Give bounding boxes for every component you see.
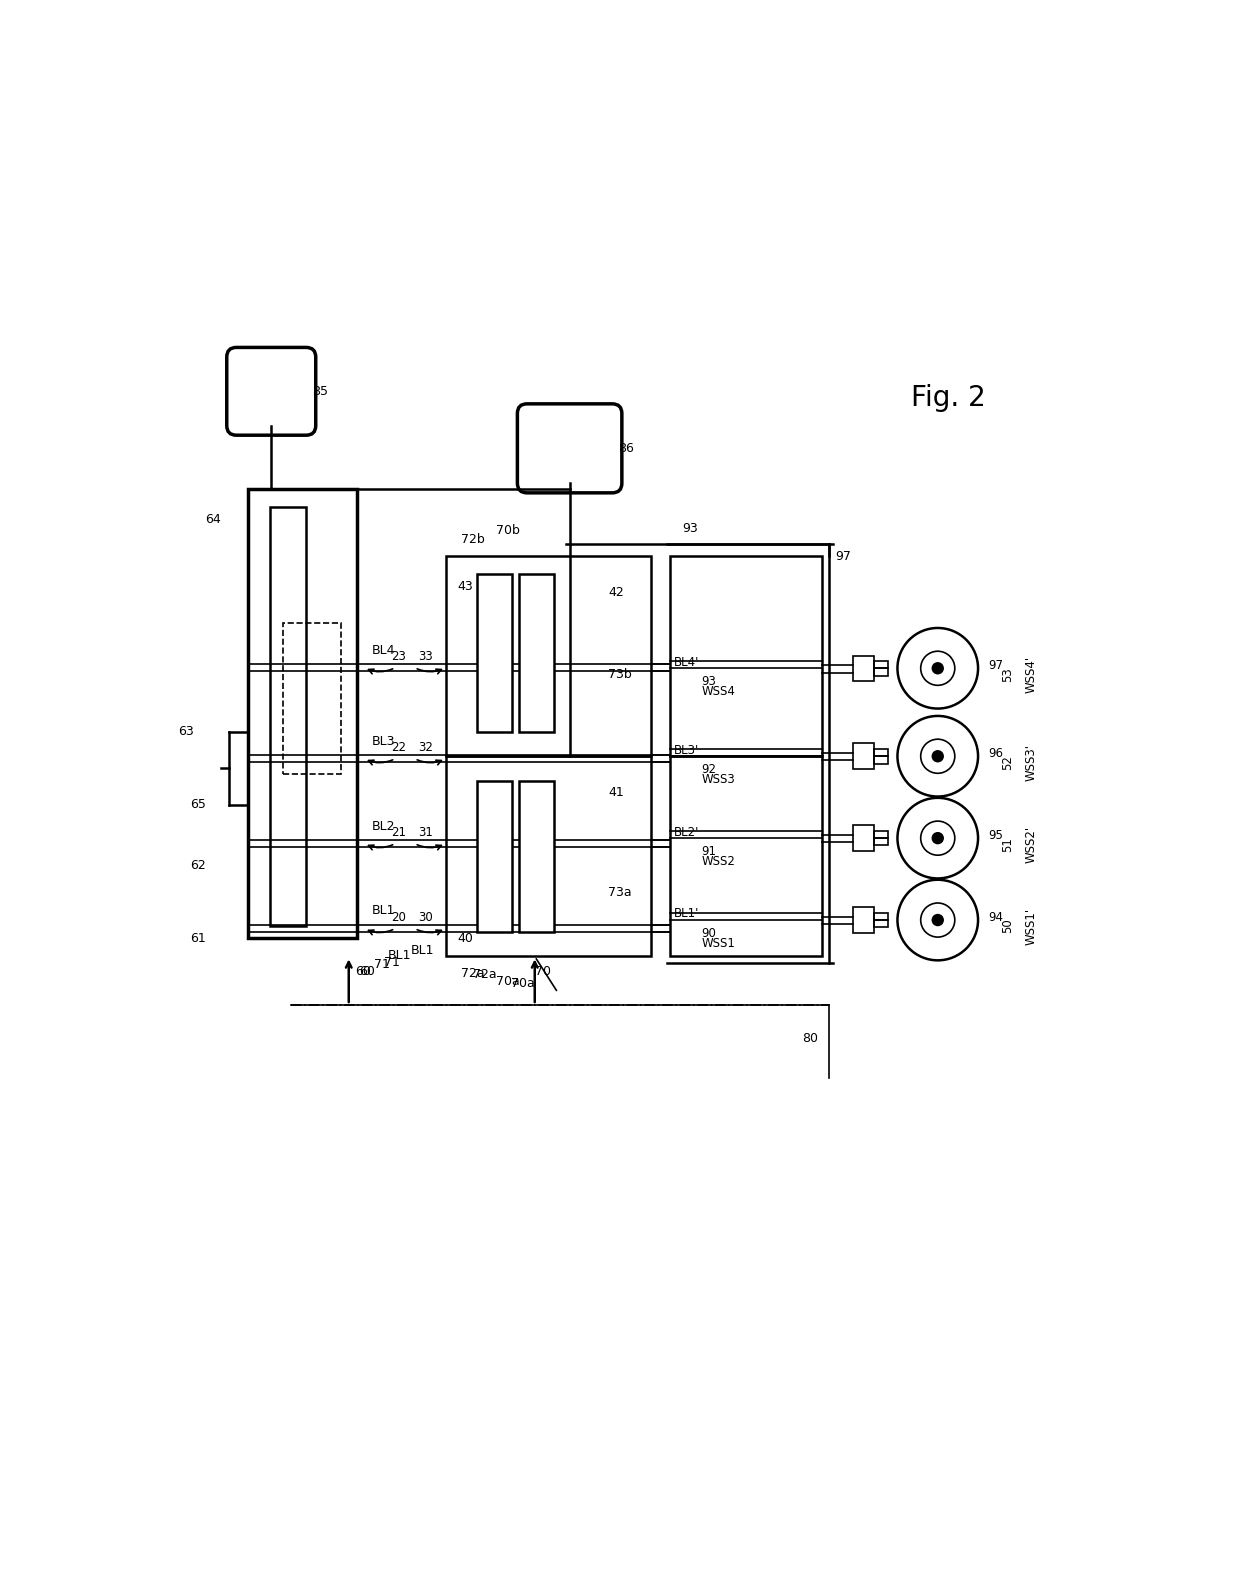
Text: WSS2: WSS2 [702,855,735,868]
Text: 71: 71 [383,957,399,969]
Text: 90: 90 [702,927,717,939]
Text: 70a: 70a [511,977,536,990]
Text: 51: 51 [1001,836,1014,852]
Text: 72a: 72a [461,966,485,980]
Text: WSS1': WSS1' [1024,908,1037,944]
Bar [671,556,822,756]
Text: 23: 23 [392,651,407,664]
Bar [874,668,888,675]
Text: 80: 80 [802,1031,818,1045]
Text: 22: 22 [392,741,407,754]
Bar [853,743,874,768]
Text: 30: 30 [419,911,433,923]
Bar [671,756,822,957]
Text: 60: 60 [355,965,371,977]
Text: 60: 60 [358,965,374,977]
Bar [283,623,341,775]
Text: 97: 97 [836,550,852,562]
Bar [476,781,511,931]
Bar [270,507,306,927]
Text: BL2': BL2' [675,825,699,838]
Text: 42: 42 [609,586,624,599]
Text: 85: 85 [312,385,329,398]
Bar [874,756,888,763]
Bar [853,825,874,851]
Text: 63: 63 [179,725,193,738]
Text: BL1: BL1 [372,904,396,917]
Text: 93: 93 [702,675,717,687]
Text: 96: 96 [988,746,1003,760]
Text: 65: 65 [190,798,206,811]
Bar [476,575,511,732]
Text: 70a: 70a [496,976,520,988]
Text: 21: 21 [392,827,407,840]
Text: 70b: 70b [496,524,520,537]
Text: 41: 41 [609,786,624,800]
Text: 93: 93 [682,523,698,535]
Text: 43: 43 [458,580,472,592]
Text: 91: 91 [702,844,717,859]
Text: 31: 31 [419,827,433,840]
Bar [520,575,554,732]
Circle shape [931,751,944,762]
Text: WSS1: WSS1 [702,936,735,949]
Text: WSS4: WSS4 [702,684,735,699]
Text: 62: 62 [190,859,206,871]
Text: 95: 95 [988,828,1003,841]
Text: 72b: 72b [461,532,485,545]
Text: 94: 94 [988,911,1003,923]
Text: 61: 61 [190,931,206,944]
Text: WSS2': WSS2' [1024,825,1037,863]
Text: BL1: BL1 [410,944,434,957]
Text: BL1': BL1' [675,908,699,920]
Text: 53: 53 [1001,667,1014,681]
Text: 50: 50 [1001,919,1014,933]
Bar [874,749,888,756]
Text: 92: 92 [702,763,717,776]
Bar [853,908,874,933]
Text: BL3: BL3 [372,735,396,748]
Text: 40: 40 [458,931,474,944]
Text: WSS3': WSS3' [1024,744,1037,781]
Text: WSS3: WSS3 [702,773,735,786]
Text: 97: 97 [988,659,1003,672]
Text: Fig. 2: Fig. 2 [910,385,986,412]
Text: 20: 20 [392,911,407,923]
Text: 73a: 73a [609,885,632,900]
Bar [520,781,554,931]
Bar [874,912,888,920]
Bar [874,661,888,668]
Text: BL1: BL1 [387,949,410,961]
Text: BL4: BL4 [372,643,396,656]
Bar [874,838,888,846]
Text: 86: 86 [619,442,635,455]
Bar [445,756,651,957]
Bar [874,832,888,838]
Bar [248,489,357,938]
Text: 73b: 73b [609,668,632,681]
Text: BL4': BL4' [675,656,699,668]
Text: 72a: 72a [472,968,496,980]
Bar [853,656,874,681]
Bar [874,920,888,927]
Text: 32: 32 [419,741,433,754]
Circle shape [931,832,944,844]
Text: 71: 71 [373,958,389,971]
Text: BL3': BL3' [675,743,699,757]
Text: 70: 70 [534,965,551,977]
Text: 33: 33 [419,651,433,664]
Text: BL2: BL2 [372,819,396,833]
Text: 52: 52 [1001,756,1014,770]
Text: WSS4': WSS4' [1024,656,1037,692]
Bar [445,556,651,756]
Text: 64: 64 [206,513,221,526]
Circle shape [931,914,944,927]
Circle shape [931,662,944,675]
